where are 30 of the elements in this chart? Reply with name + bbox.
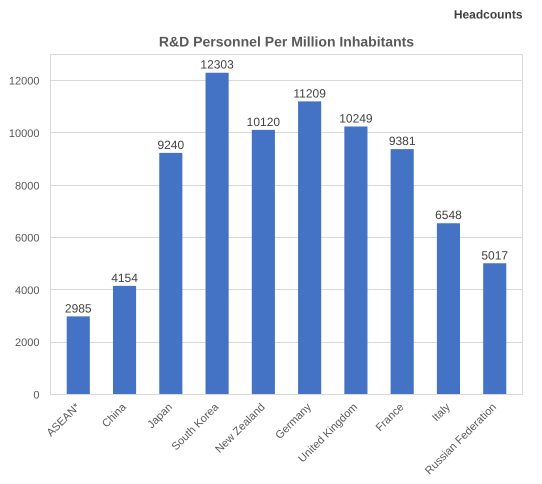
bar [66,316,90,394]
data-label: 4154 [111,270,138,285]
text: Headcounts [454,8,523,22]
data-label: 9240 [157,138,184,152]
data-label: 12303 [200,58,234,72]
data-label: 6548 [435,208,462,222]
bar [390,149,414,394]
y-tick-label: 0 [33,390,40,402]
data-label: 11209 [293,86,326,100]
chart-title: R&D Personnel Per Million Inhabitants [158,34,414,50]
y-tick-label: 8000 [15,180,40,192]
bar [159,152,182,394]
bar [206,72,229,394]
bar [112,286,136,394]
bar [344,126,368,394]
data-label: 2985 [64,301,92,316]
y-tick-label: 2000 [15,337,40,350]
bar [436,223,460,394]
y-tick-label: 10000 [8,128,40,140]
x-tick-label: Italy [430,400,454,424]
bar [483,263,506,394]
bar [252,130,275,394]
data-label: 5017 [481,248,508,262]
y-tick-label: 12000 [8,76,40,88]
data-label: 10120 [246,114,280,129]
y-tick-label: 6000 [15,232,40,245]
data-label: 9381 [388,134,416,148]
data-label: 10249 [339,111,373,126]
y-tick-label: 4000 [15,284,40,297]
bar [298,101,322,394]
